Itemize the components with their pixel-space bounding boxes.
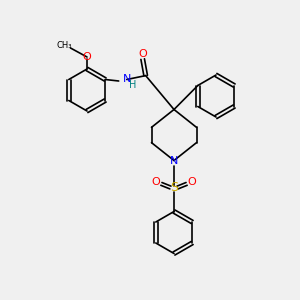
Text: CH₃: CH₃ — [57, 41, 72, 50]
Text: N: N — [170, 155, 178, 166]
Text: N: N — [123, 74, 131, 84]
Text: O: O — [188, 177, 196, 188]
Text: H: H — [129, 80, 136, 90]
Text: O: O — [82, 52, 91, 62]
Text: O: O — [138, 49, 147, 59]
Text: S: S — [170, 181, 178, 194]
Text: O: O — [152, 177, 160, 188]
